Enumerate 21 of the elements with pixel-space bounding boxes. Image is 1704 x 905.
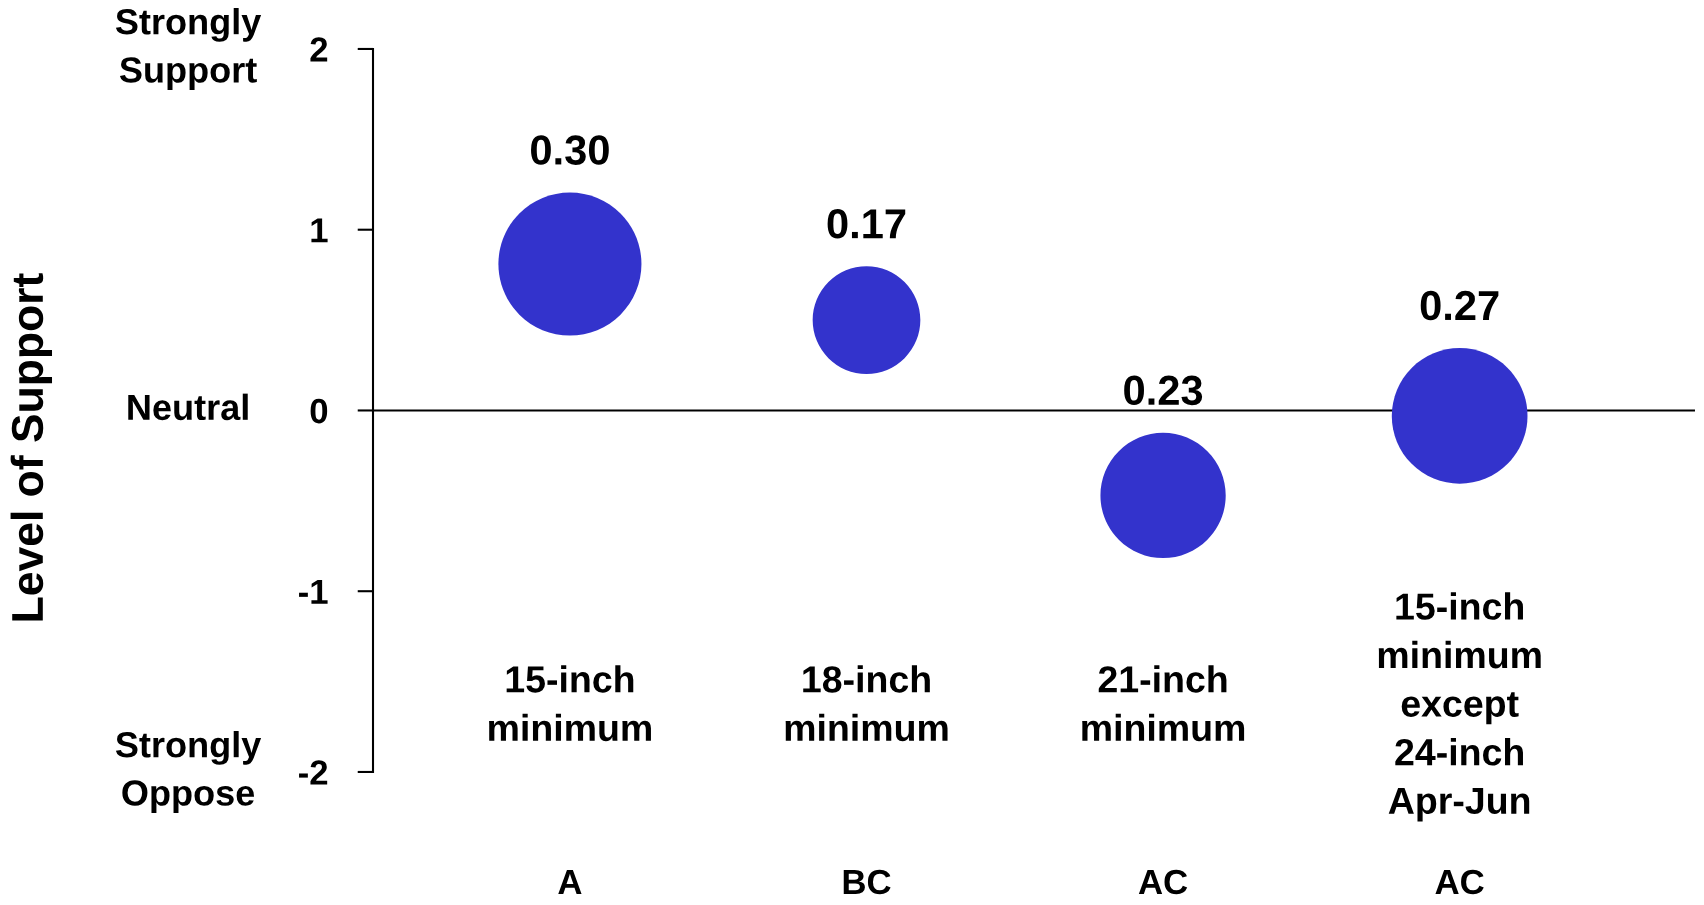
text: Strongly Support	[115, 8, 262, 90]
y-tick-label: -2	[299, 760, 328, 785]
x-tick-label: BC	[843, 869, 891, 895]
annotation: 21-inch minimum	[1082, 665, 1245, 742]
data-label: 0.30	[531, 135, 609, 165]
y-tick-label: 2	[310, 37, 328, 62]
annotation: 15-inch minimum	[489, 665, 651, 742]
x-tick-label: A	[558, 870, 582, 894]
y-tick-label: -1	[299, 579, 328, 604]
annotation: 15-inch minimum except 24-inch Apr-Jun	[1378, 592, 1541, 822]
x-tick-label: AC	[1138, 869, 1188, 895]
data-label: 0.23	[1124, 375, 1203, 406]
data-label: 0.17	[827, 209, 906, 239]
text: Neutral	[128, 393, 248, 421]
x-tick-label: AC	[1435, 869, 1484, 895]
text: Strongly Oppose	[115, 731, 262, 813]
y-tick-label: 0	[310, 398, 328, 424]
text: Level of Support	[10, 273, 53, 621]
annotation: 18-inch minimum	[785, 665, 948, 742]
y-tick-label: 1	[311, 218, 328, 243]
data-label: 0.27	[1420, 290, 1499, 321]
